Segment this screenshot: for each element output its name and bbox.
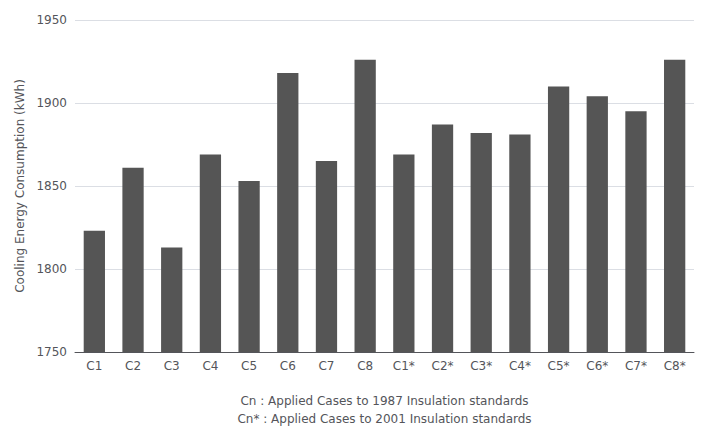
svg-text:Cn* : Applied Cases to 2001 In: Cn* : Applied Cases to 2001 Insulation s… (237, 412, 531, 426)
svg-text:C4: C4 (202, 359, 218, 373)
svg-text:C3: C3 (164, 359, 180, 373)
svg-text:C8: C8 (357, 359, 373, 373)
svg-text:1950: 1950 (36, 13, 67, 27)
svg-text:C5: C5 (241, 359, 257, 373)
svg-text:C4*: C4* (509, 359, 531, 373)
svg-text:C1: C1 (86, 359, 102, 373)
svg-text:Cooling Energy Consumption (kW: Cooling Energy Consumption (kWh) (13, 79, 27, 293)
svg-text:C6: C6 (280, 359, 296, 373)
svg-text:C6*: C6* (586, 359, 608, 373)
svg-text:C7*: C7* (625, 359, 647, 373)
svg-text:C2*: C2* (432, 359, 454, 373)
svg-text:C8*: C8* (664, 359, 686, 373)
svg-text:C2: C2 (125, 359, 141, 373)
svg-text:1800: 1800 (36, 262, 67, 276)
svg-text:1750: 1750 (36, 345, 67, 359)
svg-text:Cn : Applied Cases to 1987 Ins: Cn : Applied Cases to 1987 Insulation st… (240, 394, 528, 408)
svg-text:1900: 1900 (36, 96, 67, 110)
svg-text:1850: 1850 (36, 179, 67, 193)
svg-text:C5*: C5* (548, 359, 570, 373)
svg-text:C1*: C1* (393, 359, 415, 373)
svg-text:C7: C7 (318, 359, 334, 373)
svg-text:C3*: C3* (470, 359, 492, 373)
